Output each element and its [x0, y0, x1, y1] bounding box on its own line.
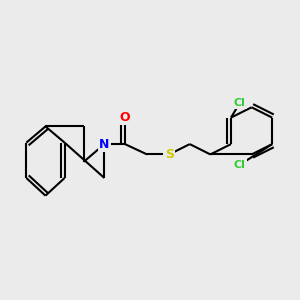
Text: O: O: [120, 111, 130, 124]
Text: Cl: Cl: [234, 160, 246, 170]
Text: S: S: [165, 148, 174, 161]
Text: N: N: [99, 138, 110, 151]
Text: Cl: Cl: [234, 98, 246, 108]
